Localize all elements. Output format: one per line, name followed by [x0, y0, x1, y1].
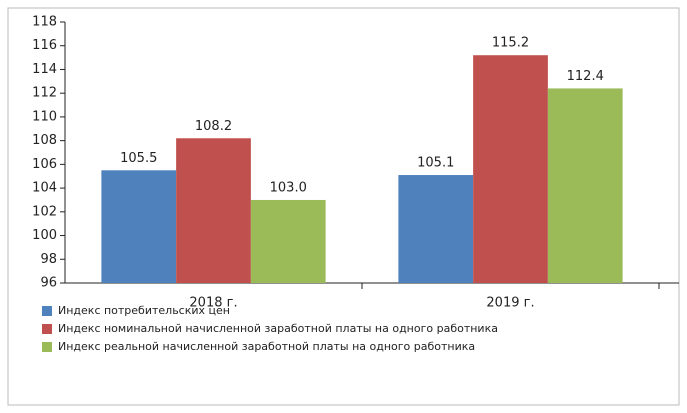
value-label: 115.2 — [492, 36, 529, 51]
legend-swatch — [42, 342, 52, 352]
legend-swatch — [42, 324, 52, 334]
y-tick-label: 100 — [32, 228, 57, 243]
bar — [473, 55, 548, 283]
y-tick-label: 106 — [32, 157, 57, 172]
bar — [547, 88, 623, 283]
value-label: 112.4 — [567, 69, 604, 84]
y-tick-label: 104 — [32, 181, 57, 196]
x-tick-label: 2018 г. — [189, 296, 237, 311]
x-tick-label: 2019 г. — [486, 296, 534, 311]
bar — [398, 175, 474, 283]
value-label: 103.0 — [270, 180, 307, 195]
y-tick-label: 118 — [32, 15, 57, 30]
legend-label: Индекс потребительских цен — [58, 304, 230, 317]
y-tick-label: 96 — [40, 276, 57, 291]
value-label: 105.1 — [417, 156, 454, 171]
y-tick-label: 114 — [32, 62, 57, 77]
y-tick-label: 102 — [32, 204, 57, 219]
bar — [250, 199, 326, 283]
y-tick-label: 98 — [40, 252, 57, 267]
value-label: 105.5 — [120, 151, 157, 166]
y-tick-label: 112 — [32, 86, 57, 101]
value-label: 108.2 — [195, 119, 232, 134]
legend-label: Индекс реальной начисленной заработной п… — [58, 340, 475, 353]
y-tick-label: 116 — [32, 38, 57, 53]
legend-label: Индекс номинальной начисленной заработно… — [58, 322, 498, 335]
bar — [101, 170, 177, 283]
y-tick-label: 108 — [32, 133, 57, 148]
legend-swatch — [42, 306, 52, 316]
y-tick-label: 110 — [32, 109, 57, 124]
bar — [176, 138, 251, 283]
